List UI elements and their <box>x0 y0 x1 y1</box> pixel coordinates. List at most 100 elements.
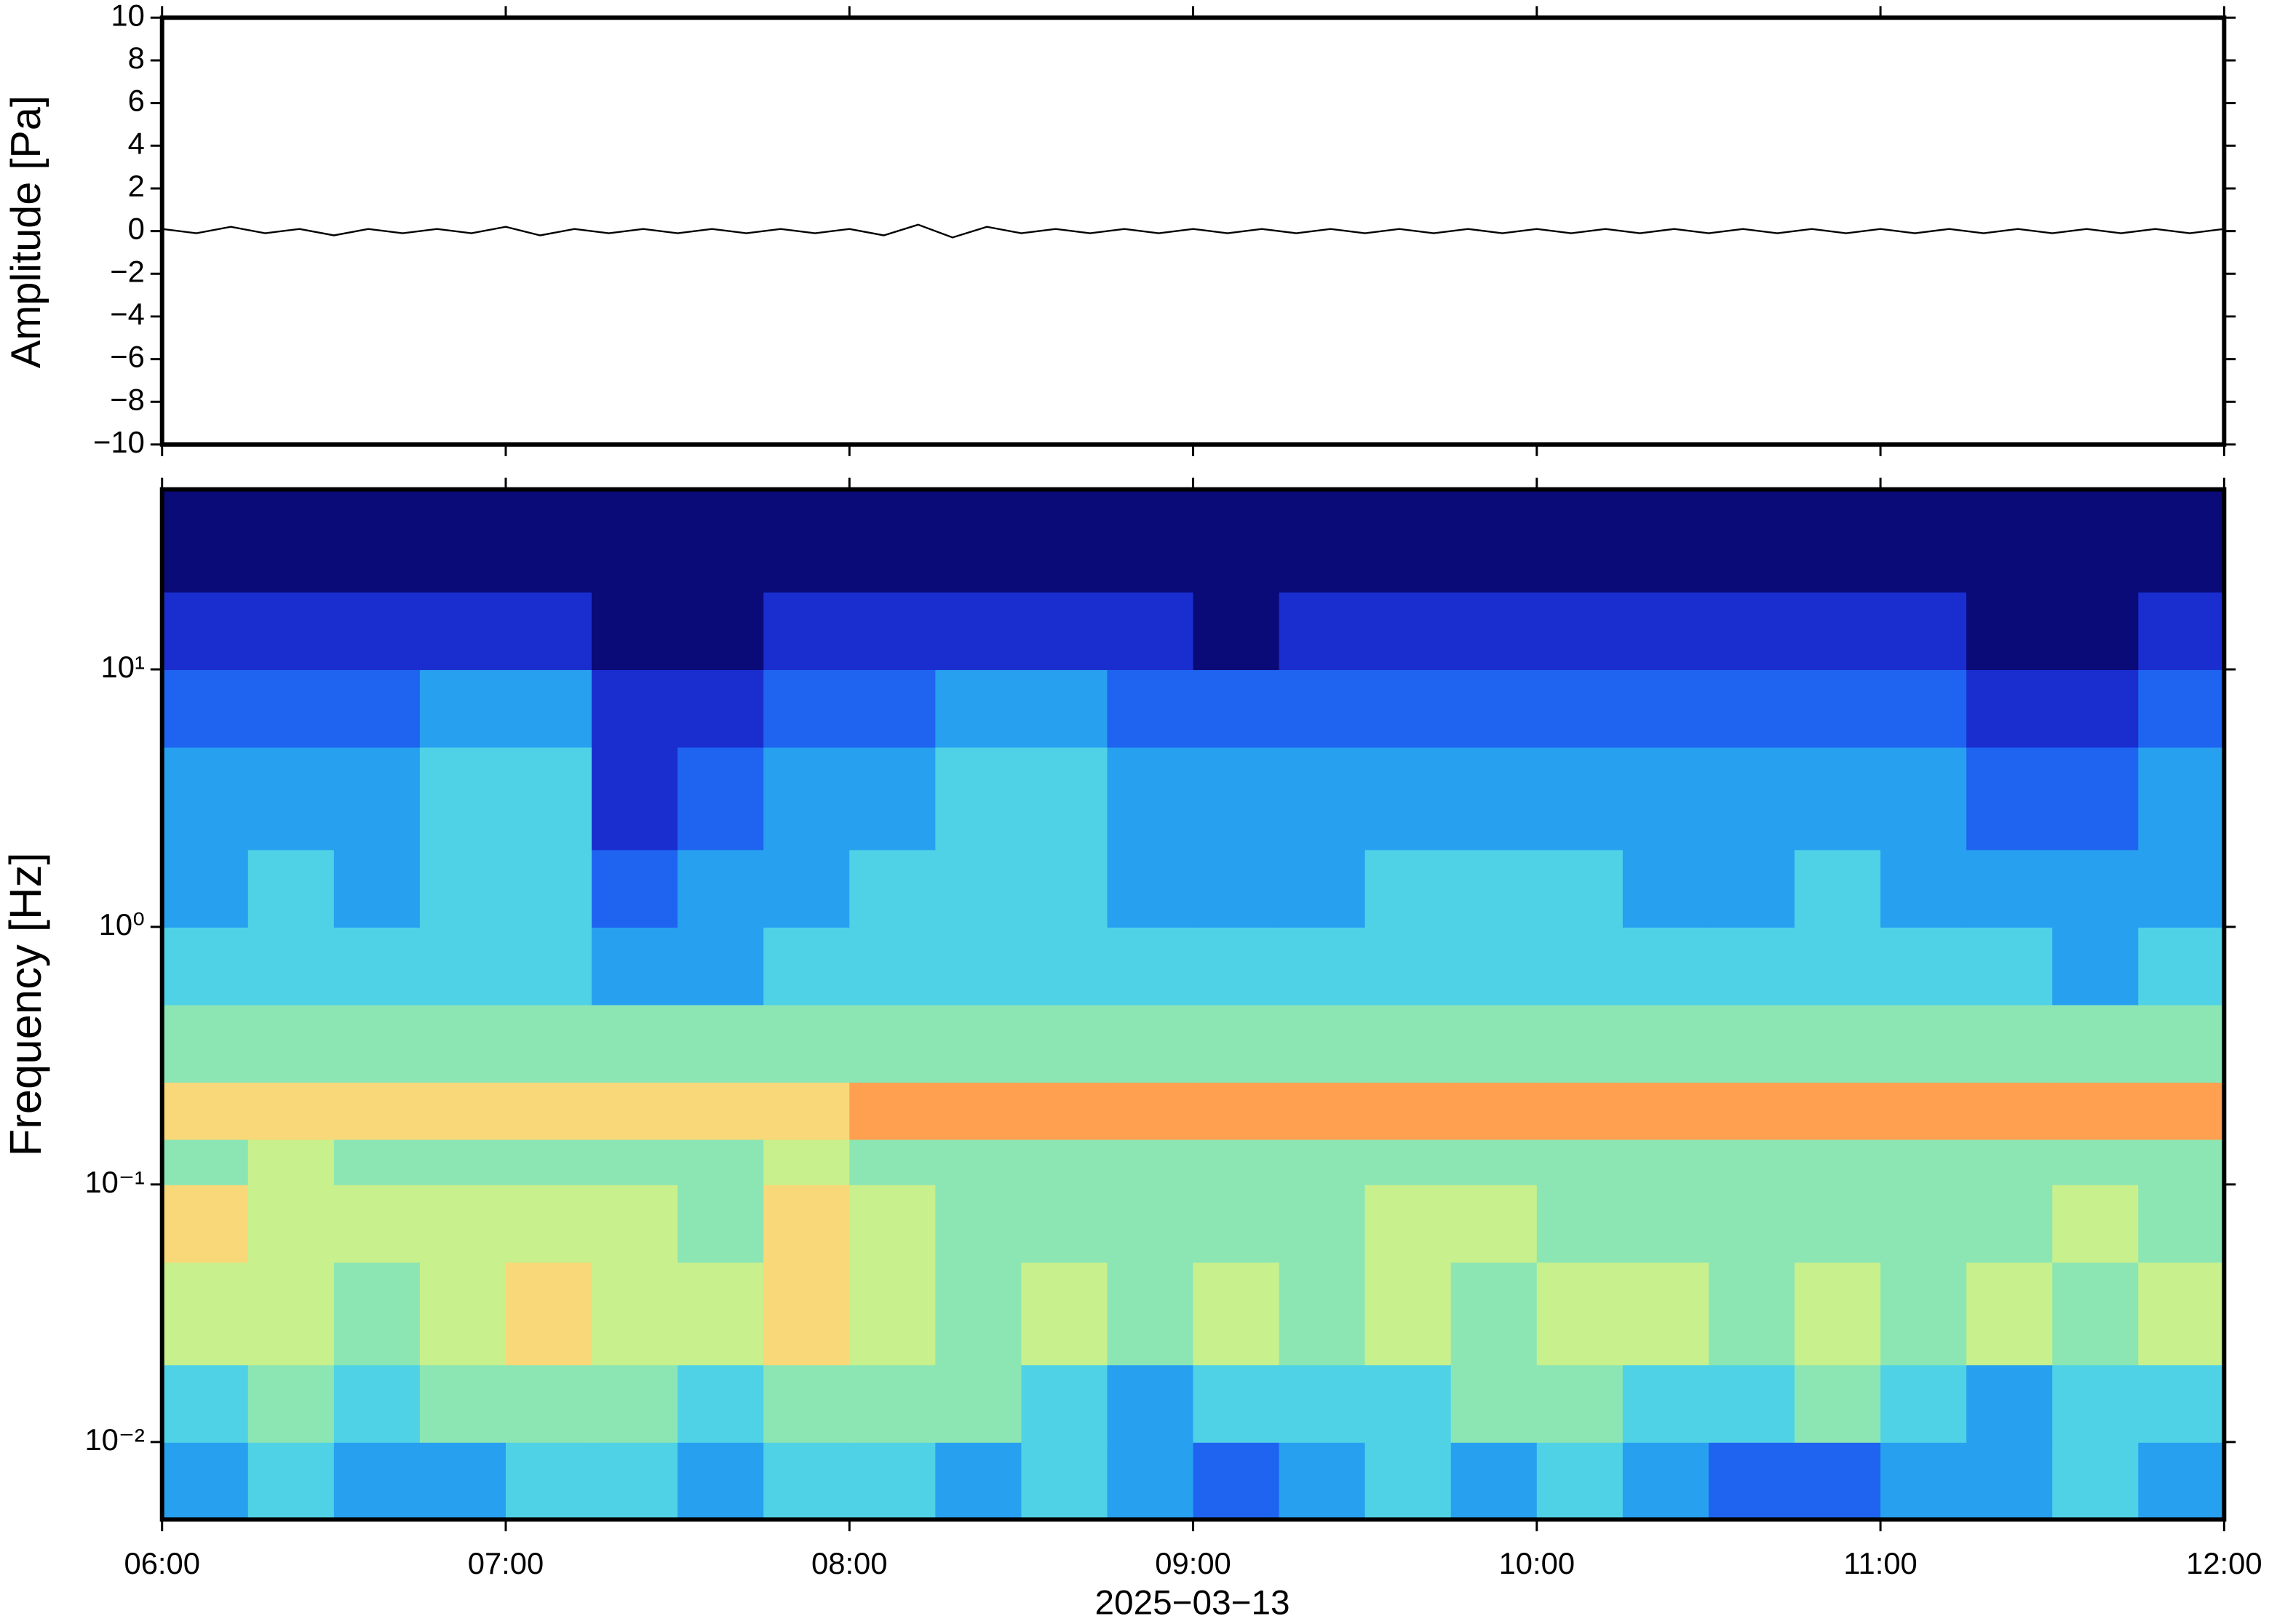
spectrogram-cell <box>1193 1004 1280 1083</box>
spectrogram-cell <box>1279 1441 1366 1521</box>
spectrogram-cell <box>763 1139 851 1185</box>
spectrogram-cell <box>162 849 249 928</box>
spectrogram-cell <box>2052 1441 2139 1521</box>
spectrogram-cell <box>162 1184 249 1263</box>
spectrogram-cell <box>592 1004 679 1083</box>
plot-frame <box>159 15 2227 447</box>
spectrogram-cell <box>763 489 851 593</box>
spectrogram-cell <box>2138 1184 2225 1263</box>
spectrogram-cell <box>333 926 421 1006</box>
spectrogram-cell <box>1364 926 1452 1006</box>
spectrogram-cell <box>1966 1441 2054 1521</box>
spectrogram-cell <box>419 489 506 593</box>
spectrogram-cell <box>1021 1441 1108 1521</box>
spectrogram-cell <box>1193 1184 1280 1263</box>
spectrogram-cell <box>1536 747 1624 851</box>
spectrogram-cell <box>1450 1082 1538 1140</box>
spectrogram-cell <box>247 1004 335 1083</box>
spectrogram-cell <box>1279 489 1366 593</box>
spectrogram-cell <box>1880 1184 1968 1263</box>
spectrogram-cell <box>247 1262 335 1366</box>
spectrogram-cell <box>1966 592 2054 670</box>
spectrogram-cell <box>419 1184 506 1263</box>
spectrogram-cell <box>505 1262 593 1366</box>
spectrogram-cell <box>247 1082 335 1140</box>
spectrogram-cell <box>333 1139 421 1185</box>
spectrogram-cell <box>763 747 851 851</box>
spectrogram-cell <box>935 849 1022 928</box>
spectrogram-cell <box>505 747 593 851</box>
y-tick-label: 8 <box>128 41 145 75</box>
spectrogram-cell <box>2052 1082 2139 1140</box>
spectrogram-cell <box>1966 1184 2054 1263</box>
spectrogram-cell <box>763 926 851 1006</box>
y-tick-label: 10 <box>111 0 144 32</box>
spectrogram-cell <box>1450 926 1538 1006</box>
spectrogram-cell <box>2138 1262 2225 1366</box>
spectrogram-cell <box>419 669 506 748</box>
spectrogram-cell <box>763 669 851 748</box>
spectrogram-cell <box>592 592 679 670</box>
spectrogram-cell <box>247 747 335 851</box>
spectrogram-cell <box>1880 1139 1968 1185</box>
spectrogram-cell <box>419 1082 506 1140</box>
spectrogram-cell <box>1880 1004 1968 1083</box>
x-tick-label: 09:00 <box>1155 1546 1231 1580</box>
spectrogram-cell <box>592 1082 679 1140</box>
spectrogram-cell <box>935 1364 1022 1443</box>
spectrogram-cell <box>763 592 851 670</box>
spectrogram-cell <box>1450 592 1538 670</box>
spectrogram-cell <box>1279 1364 1366 1443</box>
spectrogram-cell <box>1107 1441 1194 1521</box>
spectrogram-cell <box>592 926 679 1006</box>
spectrogram-cell <box>1536 1262 1624 1366</box>
spectrogram-cell <box>333 1184 421 1263</box>
spectrogram-cell <box>763 1082 851 1140</box>
spectrogram-cell <box>162 1364 249 1443</box>
spectrogram-cell <box>2138 1082 2225 1140</box>
spectrogram-cell <box>763 849 851 928</box>
spectrogram-cell <box>2052 592 2139 670</box>
spectrogram-cell <box>763 1262 851 1366</box>
y-tick-label: 4 <box>128 126 145 160</box>
spectrogram-cell <box>247 1441 335 1521</box>
spectrogram-cell <box>1279 1184 1366 1263</box>
spectrogram-cell <box>1536 926 1624 1006</box>
spectrogram-cell <box>677 1139 765 1185</box>
spectrogram-cell <box>1021 926 1108 1006</box>
spectrogram-cell <box>592 849 679 928</box>
spectrogram-cell <box>849 1184 937 1263</box>
spectrogram-cell <box>592 1262 679 1366</box>
spectrogram-cell <box>162 489 249 593</box>
spectrogram-cell <box>505 669 593 748</box>
spectrogram-cell <box>849 1004 937 1083</box>
spectrogram-cell <box>1193 489 1280 593</box>
spectrogram-cell <box>1279 747 1366 851</box>
spectrogram-cell <box>1708 1004 1796 1083</box>
spectrogram-cell <box>162 926 249 1006</box>
spectrogram-cell <box>1708 926 1796 1006</box>
spectrogram-cell <box>1708 1082 1796 1140</box>
spectrogram-cell <box>1364 1184 1452 1263</box>
spectrogram-cell <box>763 1364 851 1443</box>
spectrogram-cell <box>935 489 1022 593</box>
spectrogram-cell <box>1708 1139 1796 1185</box>
spectrogram-cell <box>1107 849 1194 928</box>
spectrogram-cell <box>1450 1364 1538 1443</box>
spectrogram-cell <box>1107 669 1194 748</box>
spectrogram-cell <box>505 1441 593 1521</box>
spectrogram-cell <box>419 747 506 851</box>
spectrogram-cell <box>1193 1364 1280 1443</box>
spectrogram-cell <box>849 926 937 1006</box>
spectrogram-cell <box>333 1364 421 1443</box>
spectrogram-cell <box>1021 489 1108 593</box>
spectrogram-cell <box>1450 1262 1538 1366</box>
spectrogram-cell <box>849 849 937 928</box>
spectrogram-cell <box>1279 1004 1366 1083</box>
spectrogram-cell <box>1966 669 2054 748</box>
spectrogram-cell <box>505 1139 593 1185</box>
spectrogram-cell <box>677 849 765 928</box>
spectrogram-cell <box>1364 669 1452 748</box>
spectrogram-cell <box>1450 1139 1538 1185</box>
spectrogram-cell <box>1622 669 1709 748</box>
